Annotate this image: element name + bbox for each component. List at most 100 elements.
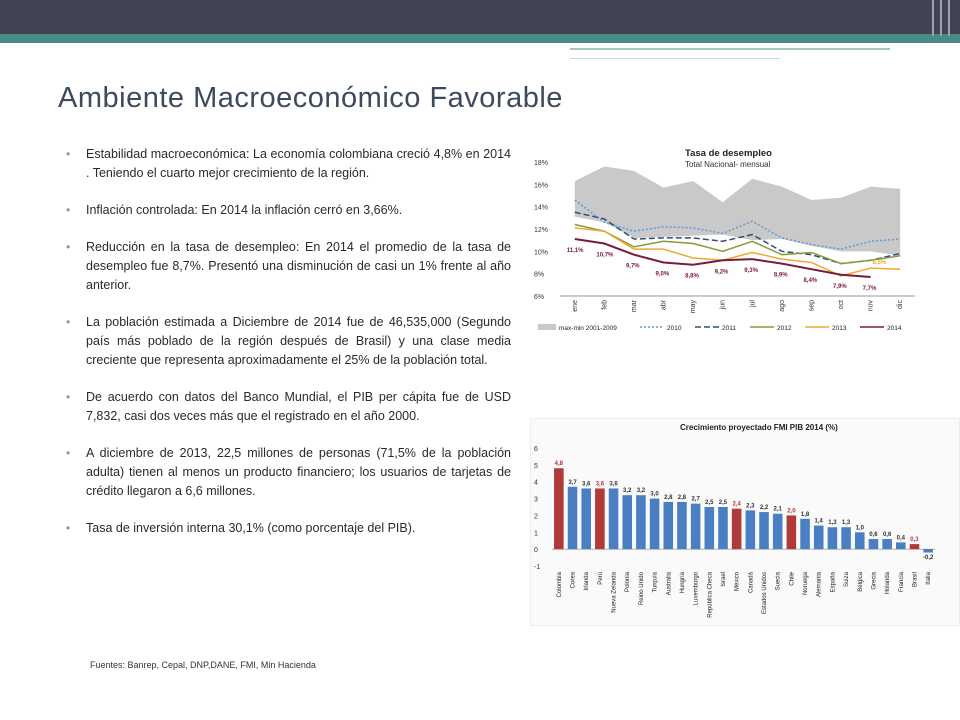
x-tick-label: Irlanda <box>584 571 590 590</box>
bullet-item: • Tasa de inversión interna 30,1% (como p… <box>66 519 511 538</box>
x-tick-label: Polonia <box>625 571 631 592</box>
bullet-glyph: • <box>66 446 71 460</box>
edge-line <box>932 0 934 36</box>
bar-value-label: 2,5 <box>719 500 728 506</box>
bar-value-label: 2,7 <box>691 497 700 503</box>
x-tick-label: Canadá <box>748 571 754 593</box>
bar-value-label: 2,2 <box>760 505 769 511</box>
y-tick-label: 5 <box>534 463 538 470</box>
bullet-glyph: • <box>66 315 71 329</box>
x-tick-label: sep <box>808 300 815 311</box>
bar-holanda <box>882 539 892 550</box>
chart-title: Crecimiento proyectado FMI PIB 2014 (%) <box>680 423 838 432</box>
y-tick-label: 1 <box>534 530 538 537</box>
bar-bélgica <box>854 532 865 550</box>
edge-line <box>940 0 942 36</box>
bar-nueva-zelanda <box>608 488 619 550</box>
data-label: 7,7% <box>863 286 877 292</box>
x-tick-label: Suecia <box>776 571 782 590</box>
legend-label: 2014 <box>887 325 902 332</box>
x-tick-label: Chile <box>789 571 795 585</box>
bar-suiza <box>841 527 851 550</box>
legend-label: 2011 <box>722 325 736 332</box>
y-tick-label: 8% <box>534 272 544 279</box>
x-tick-label: may <box>690 300 697 314</box>
data-label: 11,1% <box>567 248 584 254</box>
x-tick-label: Brasil <box>912 572 918 587</box>
data-label: 9,2% <box>715 269 729 275</box>
x-tick-label: Hungría <box>680 571 686 593</box>
bar-value-label: 3,6 <box>596 481 605 487</box>
bullet-text: De acuerdo con datos del Banco Mundial, … <box>86 390 511 423</box>
bar-value-label: 2,4 <box>732 502 741 508</box>
bar-value-label: 3,2 <box>623 488 632 494</box>
bar-italia <box>923 549 933 553</box>
x-tick-label: España <box>830 571 836 592</box>
x-tick-label: Perú <box>598 572 604 585</box>
x-tick-label: Holanda <box>885 571 891 594</box>
bar-israel <box>718 507 728 550</box>
bullet-item: • De acuerdo con datos del Banco Mundial,… <box>66 388 511 426</box>
x-tick-label: Francia <box>899 571 905 592</box>
bar-value-label: 1,0 <box>856 525 865 531</box>
bar-españa <box>827 527 838 550</box>
series-line-2014 <box>574 238 871 279</box>
bar-turquía <box>649 498 660 550</box>
top-bar <box>0 0 960 34</box>
series-line-2010 <box>574 199 901 250</box>
bar-luxemburgo <box>690 503 701 550</box>
y-tick-label: 18% <box>534 160 548 167</box>
bullet-text: A diciembre de 2013, 22,5 millones de pe… <box>86 446 511 498</box>
bar-polonia <box>622 495 633 550</box>
y-tick-label: 12% <box>534 227 548 234</box>
y-tick-label: 16% <box>534 182 548 189</box>
legend-label: max-min 2001-2009 <box>559 325 617 332</box>
x-tick-label: Luxemburgo <box>694 571 700 605</box>
bar-reino-unido <box>636 495 646 550</box>
bar-noruega <box>800 518 810 550</box>
y-tick-label: 2 <box>534 513 538 520</box>
legend-label: 2012 <box>777 325 792 332</box>
bullet-list: • Estabilidad macroeconómica: La economía… <box>66 145 511 556</box>
bar-australia <box>663 501 674 550</box>
bar-value-label: 0,4 <box>897 535 906 541</box>
bar-irlanda <box>581 488 591 550</box>
bullet-item: • Reducción en la tasa de desempleo: En 2… <box>66 238 511 295</box>
chart-subtitle: Total Nacional- mensual <box>685 160 771 169</box>
bar-brasil <box>909 544 920 550</box>
bar-value-label: 3,0 <box>650 492 659 498</box>
bar-hungría <box>677 501 687 550</box>
x-tick-label: República Checa <box>707 571 713 617</box>
data-label: 7,9% <box>833 284 847 290</box>
bullet-glyph: • <box>66 521 71 535</box>
bullet-item: • A diciembre de 2013, 22,5 millones de p… <box>66 444 511 501</box>
x-tick-label: jul <box>749 300 756 308</box>
bar-corea <box>567 486 578 550</box>
bullet-glyph: • <box>66 240 71 254</box>
x-tick-label: Alemania <box>817 571 823 597</box>
bar-value-label: 0,6 <box>869 532 878 538</box>
accent-line <box>570 48 890 50</box>
data-label: 9,7% <box>626 264 640 270</box>
x-tick-label: México <box>735 571 741 591</box>
x-tick-label: ene <box>572 300 579 312</box>
x-tick-label: Corea <box>571 571 577 588</box>
bullet-item: • Estabilidad macroeconómica: La economía… <box>66 145 511 183</box>
y-tick-label: 0 <box>534 547 538 554</box>
y-tick-label: 6% <box>534 294 544 301</box>
data-label: 9,3% <box>744 268 758 274</box>
y-tick-label: 10% <box>534 249 548 256</box>
x-tick-label: Nueva Zelanda <box>612 571 618 612</box>
x-tick-label: ago <box>779 300 786 312</box>
bullet-item: • La población estimada a Diciembre de 20… <box>66 313 511 370</box>
x-tick-label: Australia <box>666 571 672 595</box>
x-tick-label: abr <box>661 299 668 310</box>
bar-value-label: 0,6 <box>883 532 892 538</box>
x-tick-label: Israel <box>721 572 727 587</box>
data-label: 8,4% <box>803 278 817 284</box>
x-tick-label: Suiza <box>844 571 850 587</box>
x-tick-label: jun <box>720 300 727 310</box>
bullet-text: Inflación controlada: En 2014 la inflaci… <box>86 203 403 217</box>
data-label: 8,5% <box>873 260 887 266</box>
